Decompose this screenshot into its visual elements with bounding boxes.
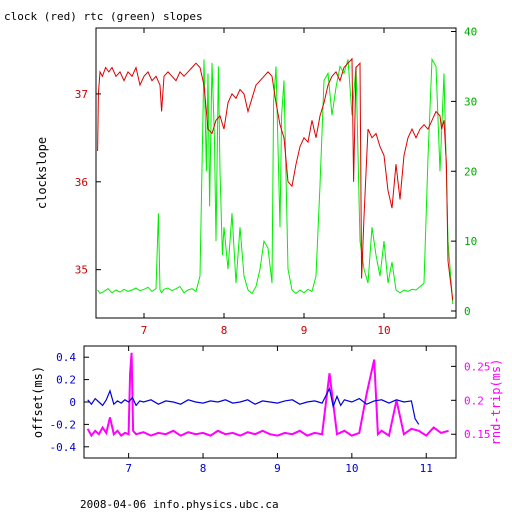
bottom-series-group bbox=[86, 352, 449, 438]
y2-tick-label: 0 bbox=[464, 305, 471, 318]
series-line-rtc bbox=[97, 57, 454, 305]
x-tick-label: 8 bbox=[221, 324, 228, 337]
x-tick-label: 7 bbox=[141, 324, 148, 337]
y2-tick-label: 0.2 bbox=[464, 394, 484, 407]
y-tick-label: 36 bbox=[75, 176, 88, 189]
top-series-group bbox=[97, 57, 454, 305]
y-tick-label: -0.4 bbox=[50, 441, 77, 454]
bottom-y-axis-label: offset(ms) bbox=[31, 366, 45, 438]
x-tick-label: 9 bbox=[274, 462, 281, 475]
y-tick-label: 0.2 bbox=[56, 374, 76, 387]
x-tick-label: 10 bbox=[345, 462, 358, 475]
y-tick-label: 0.4 bbox=[56, 351, 76, 364]
y2-tick-label: 0.15 bbox=[464, 428, 491, 441]
y-tick-label: -0.2 bbox=[50, 418, 77, 431]
series-line-offset bbox=[87, 386, 420, 425]
y2-tick-label: 0.25 bbox=[464, 360, 491, 373]
bottom-axes-group: 7 8 9 10 11 -0.4 -0.2 0 0.2 0.4 0.15 0.2 0.25 bbox=[50, 346, 491, 475]
y-tick-label: 0 bbox=[69, 396, 76, 409]
y2-tick-label: 20 bbox=[464, 165, 477, 178]
top-plot-frame bbox=[95, 27, 457, 319]
y-tick-label: 37 bbox=[75, 88, 88, 101]
chart-title: clock (red) rtc (green) slopes bbox=[4, 10, 203, 23]
top-axes-group: 7 8 9 10 35 36 37 0 10 20 30 40 bbox=[75, 25, 478, 337]
bottom-chart: 7 8 9 10 11 -0.4 -0.2 0 0.2 0.4 0.15 0.2 0.25 offset… bbox=[31, 345, 503, 475]
x-tick-label: 8 bbox=[200, 462, 207, 475]
bottom-y2-axis-label: rnd-trip(ms) bbox=[489, 359, 503, 446]
y-tick-label: 35 bbox=[75, 264, 88, 277]
x-tick-label: 9 bbox=[301, 324, 308, 337]
y2-tick-label: 10 bbox=[464, 235, 477, 248]
top-chart: 7 8 9 10 35 36 37 0 10 20 30 40 clockslope bbox=[35, 25, 477, 337]
y2-tick-label: 30 bbox=[464, 95, 477, 108]
series-line-clock bbox=[97, 57, 454, 301]
series-line-rnd-trip bbox=[86, 352, 449, 438]
top-y-axis-label: clockslope bbox=[35, 137, 49, 209]
x-tick-label: 7 bbox=[125, 462, 132, 475]
footer-text: 2008-04-06 info.physics.ubc.ca bbox=[80, 498, 279, 511]
x-tick-label: 10 bbox=[377, 324, 390, 337]
y2-tick-label: 40 bbox=[464, 25, 477, 38]
x-tick-label: 11 bbox=[420, 462, 433, 475]
